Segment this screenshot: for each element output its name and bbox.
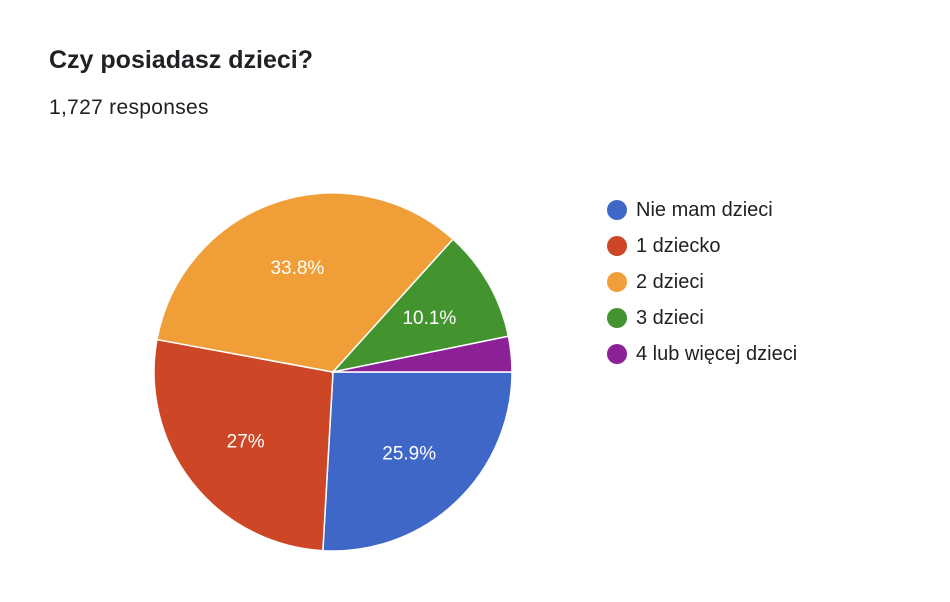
legend-swatch [607, 236, 627, 256]
chart-title: Czy posiadasz dzieci? [49, 46, 313, 74]
legend-item: 1 dziecko [607, 228, 797, 264]
legend-swatch [607, 200, 627, 220]
legend-swatch [607, 344, 627, 364]
pie-slice-labels: 25.9% 27% 33.8% 10.1% [227, 258, 457, 465]
legend-label: 4 lub więcej dzieci [636, 342, 798, 365]
pie-slices [153, 192, 513, 552]
legend-item: 3 dzieci [607, 300, 797, 336]
legend-label: 3 dzieci [636, 306, 704, 329]
response-count: 1,727 responses [49, 96, 209, 119]
pie-slice-2 [153, 338, 334, 552]
slice-label-4: 10.1% [402, 308, 456, 329]
slice-label-2: 27% [227, 432, 265, 453]
chart-legend: Nie mam dzieci 1 dziecko 2 dzieci 3 dzieci 4… [607, 192, 797, 372]
legend-item: Nie mam dzieci [607, 192, 797, 228]
pie-slice-3 [156, 192, 455, 373]
slice-label-1: 25.9% [382, 444, 436, 465]
pie-slice-4 [330, 238, 510, 374]
pie-slice-5 [332, 335, 513, 373]
legend-item: 2 dzieci [607, 264, 797, 300]
slice-label-3: 33.8% [270, 258, 324, 279]
legend-label: 2 dzieci [636, 270, 704, 293]
legend-label: 1 dziecko [636, 234, 721, 257]
legend-swatch [607, 272, 627, 292]
legend-item: 4 lub więcej dzieci [607, 336, 797, 372]
pie-slice-1 [322, 371, 513, 552]
legend-label: Nie mam dzieci [636, 198, 773, 221]
legend-swatch [607, 308, 627, 328]
